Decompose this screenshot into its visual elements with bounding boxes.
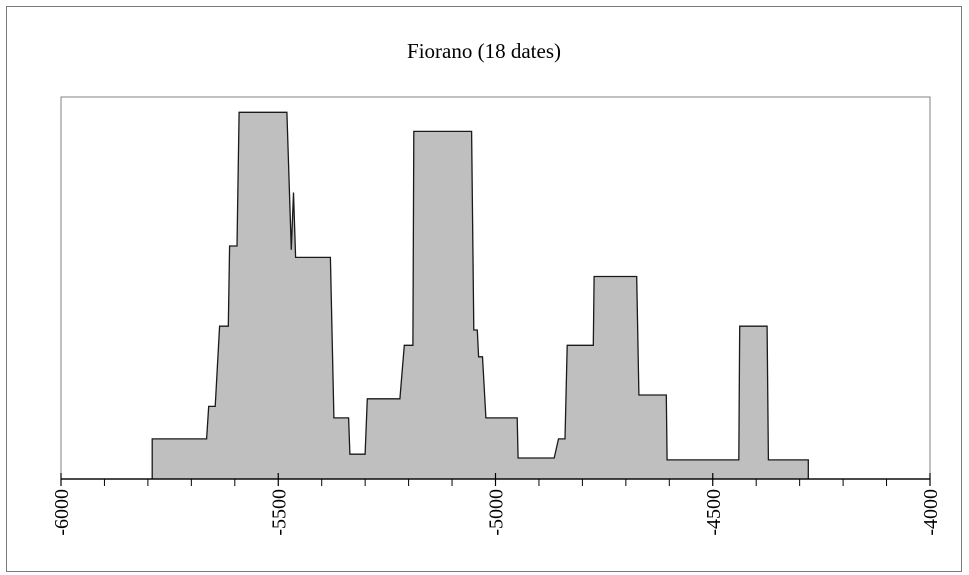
x-tick-label: -6000 [51,489,73,536]
x-axis-tick-labels: -6000 -5500 -5000 -4500 -4000 [51,489,942,536]
series-area [61,111,930,480]
x-tick-label: -5000 [486,489,508,536]
x-tick-label: -4500 [703,489,725,536]
x-tick-label: -4000 [920,489,942,536]
chart-title: Fiorano (18 dates) [407,39,561,63]
x-axis-ticks [60,473,931,486]
x-tick-label: -5500 [268,489,290,536]
